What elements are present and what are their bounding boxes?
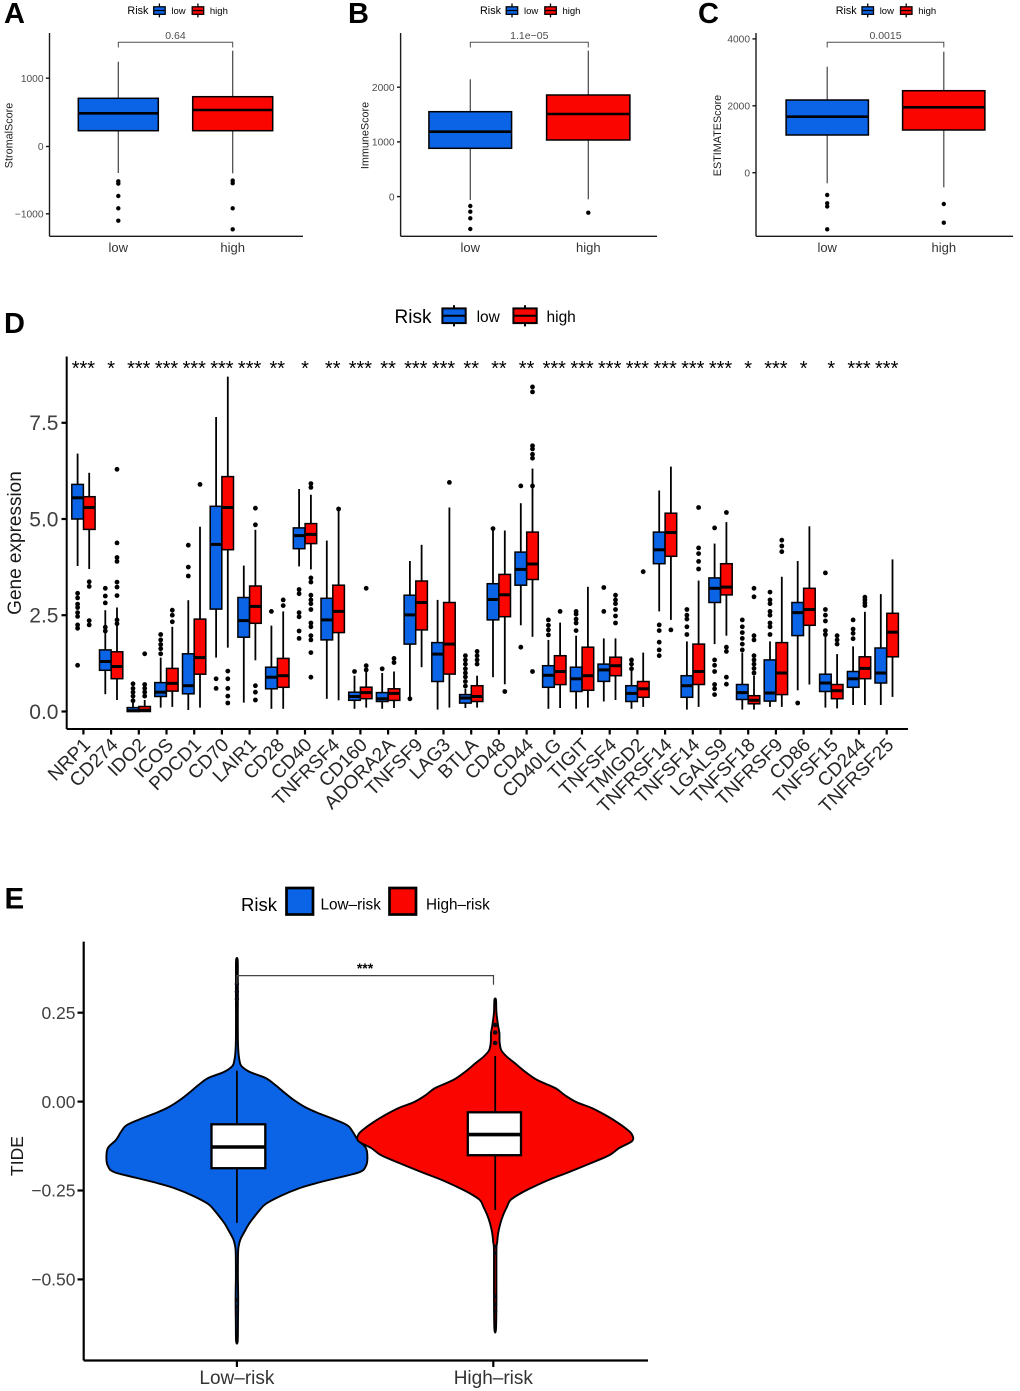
svg-text:B: B bbox=[348, 0, 369, 30]
svg-text:**: ** bbox=[380, 358, 396, 380]
svg-text:*: * bbox=[107, 358, 115, 380]
svg-text:**: ** bbox=[463, 358, 479, 380]
svg-text:low: low bbox=[880, 6, 894, 17]
svg-text:low: low bbox=[109, 240, 129, 255]
svg-text:***: *** bbox=[357, 960, 374, 976]
svg-text:High–risk: High–risk bbox=[426, 897, 490, 914]
svg-text:low: low bbox=[477, 309, 501, 326]
svg-text:***: *** bbox=[626, 358, 650, 380]
svg-text:1000: 1000 bbox=[21, 74, 44, 85]
svg-text:4000: 4000 bbox=[727, 35, 750, 46]
svg-text:2.5: 2.5 bbox=[29, 605, 58, 628]
svg-text:*: * bbox=[800, 358, 808, 380]
svg-text:**: ** bbox=[519, 358, 535, 380]
svg-text:high: high bbox=[220, 240, 245, 255]
svg-text:ImmuneScore: ImmuneScore bbox=[360, 102, 372, 169]
svg-text:**: ** bbox=[270, 358, 286, 380]
svg-text:0: 0 bbox=[744, 168, 750, 179]
svg-text:0.25: 0.25 bbox=[41, 1003, 75, 1023]
svg-text:0.00: 0.00 bbox=[41, 1092, 75, 1112]
svg-text:Gene expression: Gene expression bbox=[5, 471, 26, 615]
svg-text:High–risk: High–risk bbox=[454, 1368, 534, 1389]
svg-text:TIDE: TIDE bbox=[7, 1136, 27, 1176]
svg-text:***: *** bbox=[349, 358, 373, 380]
svg-text:***: *** bbox=[543, 358, 567, 380]
svg-text:2000: 2000 bbox=[372, 83, 395, 94]
svg-text:***: *** bbox=[72, 358, 96, 380]
svg-text:−0.25: −0.25 bbox=[31, 1181, 75, 1201]
svg-text:A: A bbox=[4, 0, 25, 30]
svg-text:ESTIMATEScore: ESTIMATEScore bbox=[712, 95, 724, 176]
svg-text:0: 0 bbox=[38, 142, 44, 153]
svg-text:***: *** bbox=[570, 358, 594, 380]
svg-text:high: high bbox=[210, 6, 228, 17]
svg-text:high: high bbox=[918, 6, 936, 17]
svg-text:Risk: Risk bbox=[836, 5, 858, 17]
svg-text:0: 0 bbox=[389, 192, 395, 203]
svg-text:***: *** bbox=[653, 358, 677, 380]
svg-text:D: D bbox=[4, 308, 25, 340]
svg-text:***: *** bbox=[847, 358, 871, 380]
svg-text:Low–risk: Low–risk bbox=[199, 1368, 274, 1389]
svg-text:5.0: 5.0 bbox=[29, 508, 58, 531]
svg-text:***: *** bbox=[875, 358, 899, 380]
svg-text:0.0015: 0.0015 bbox=[869, 30, 901, 42]
svg-text:**: ** bbox=[491, 358, 507, 380]
svg-text:***: *** bbox=[709, 358, 733, 380]
svg-text:low: low bbox=[171, 6, 185, 17]
svg-text:low: low bbox=[461, 240, 481, 255]
svg-text:E: E bbox=[5, 883, 25, 916]
svg-text:***: *** bbox=[183, 358, 207, 380]
svg-text:*: * bbox=[301, 358, 309, 380]
svg-text:***: *** bbox=[404, 358, 428, 380]
svg-text:Risk: Risk bbox=[241, 894, 278, 915]
svg-text:**: ** bbox=[325, 358, 341, 380]
svg-text:high: high bbox=[547, 309, 576, 326]
svg-text:***: *** bbox=[681, 358, 705, 380]
svg-text:*: * bbox=[744, 358, 752, 380]
svg-text:***: *** bbox=[432, 358, 456, 380]
svg-text:*: * bbox=[827, 358, 835, 380]
svg-text:StromalScore: StromalScore bbox=[3, 103, 15, 168]
svg-text:low: low bbox=[817, 240, 837, 255]
svg-text:***: *** bbox=[210, 358, 234, 380]
svg-text:Risk: Risk bbox=[395, 307, 432, 328]
svg-text:−1000: −1000 bbox=[15, 210, 44, 221]
svg-text:0.0: 0.0 bbox=[29, 701, 58, 724]
svg-text:0.64: 0.64 bbox=[165, 30, 186, 42]
svg-text:high: high bbox=[563, 6, 581, 17]
svg-text:Risk: Risk bbox=[127, 5, 149, 17]
svg-text:1.1e−05: 1.1e−05 bbox=[510, 30, 548, 42]
svg-text:***: *** bbox=[238, 358, 262, 380]
svg-text:high: high bbox=[576, 240, 601, 255]
svg-text:high: high bbox=[932, 240, 957, 255]
svg-text:low: low bbox=[524, 6, 538, 17]
svg-text:***: *** bbox=[155, 358, 179, 380]
svg-text:***: *** bbox=[598, 358, 622, 380]
svg-text:2000: 2000 bbox=[727, 102, 750, 113]
svg-text:Low–risk: Low–risk bbox=[321, 897, 382, 914]
svg-text:7.5: 7.5 bbox=[29, 412, 58, 435]
svg-text:***: *** bbox=[127, 358, 151, 380]
svg-text:1000: 1000 bbox=[372, 138, 395, 149]
svg-text:−0.50: −0.50 bbox=[31, 1270, 76, 1290]
svg-text:***: *** bbox=[764, 358, 788, 380]
svg-text:Risk: Risk bbox=[480, 5, 502, 17]
svg-text:C: C bbox=[698, 0, 719, 30]
